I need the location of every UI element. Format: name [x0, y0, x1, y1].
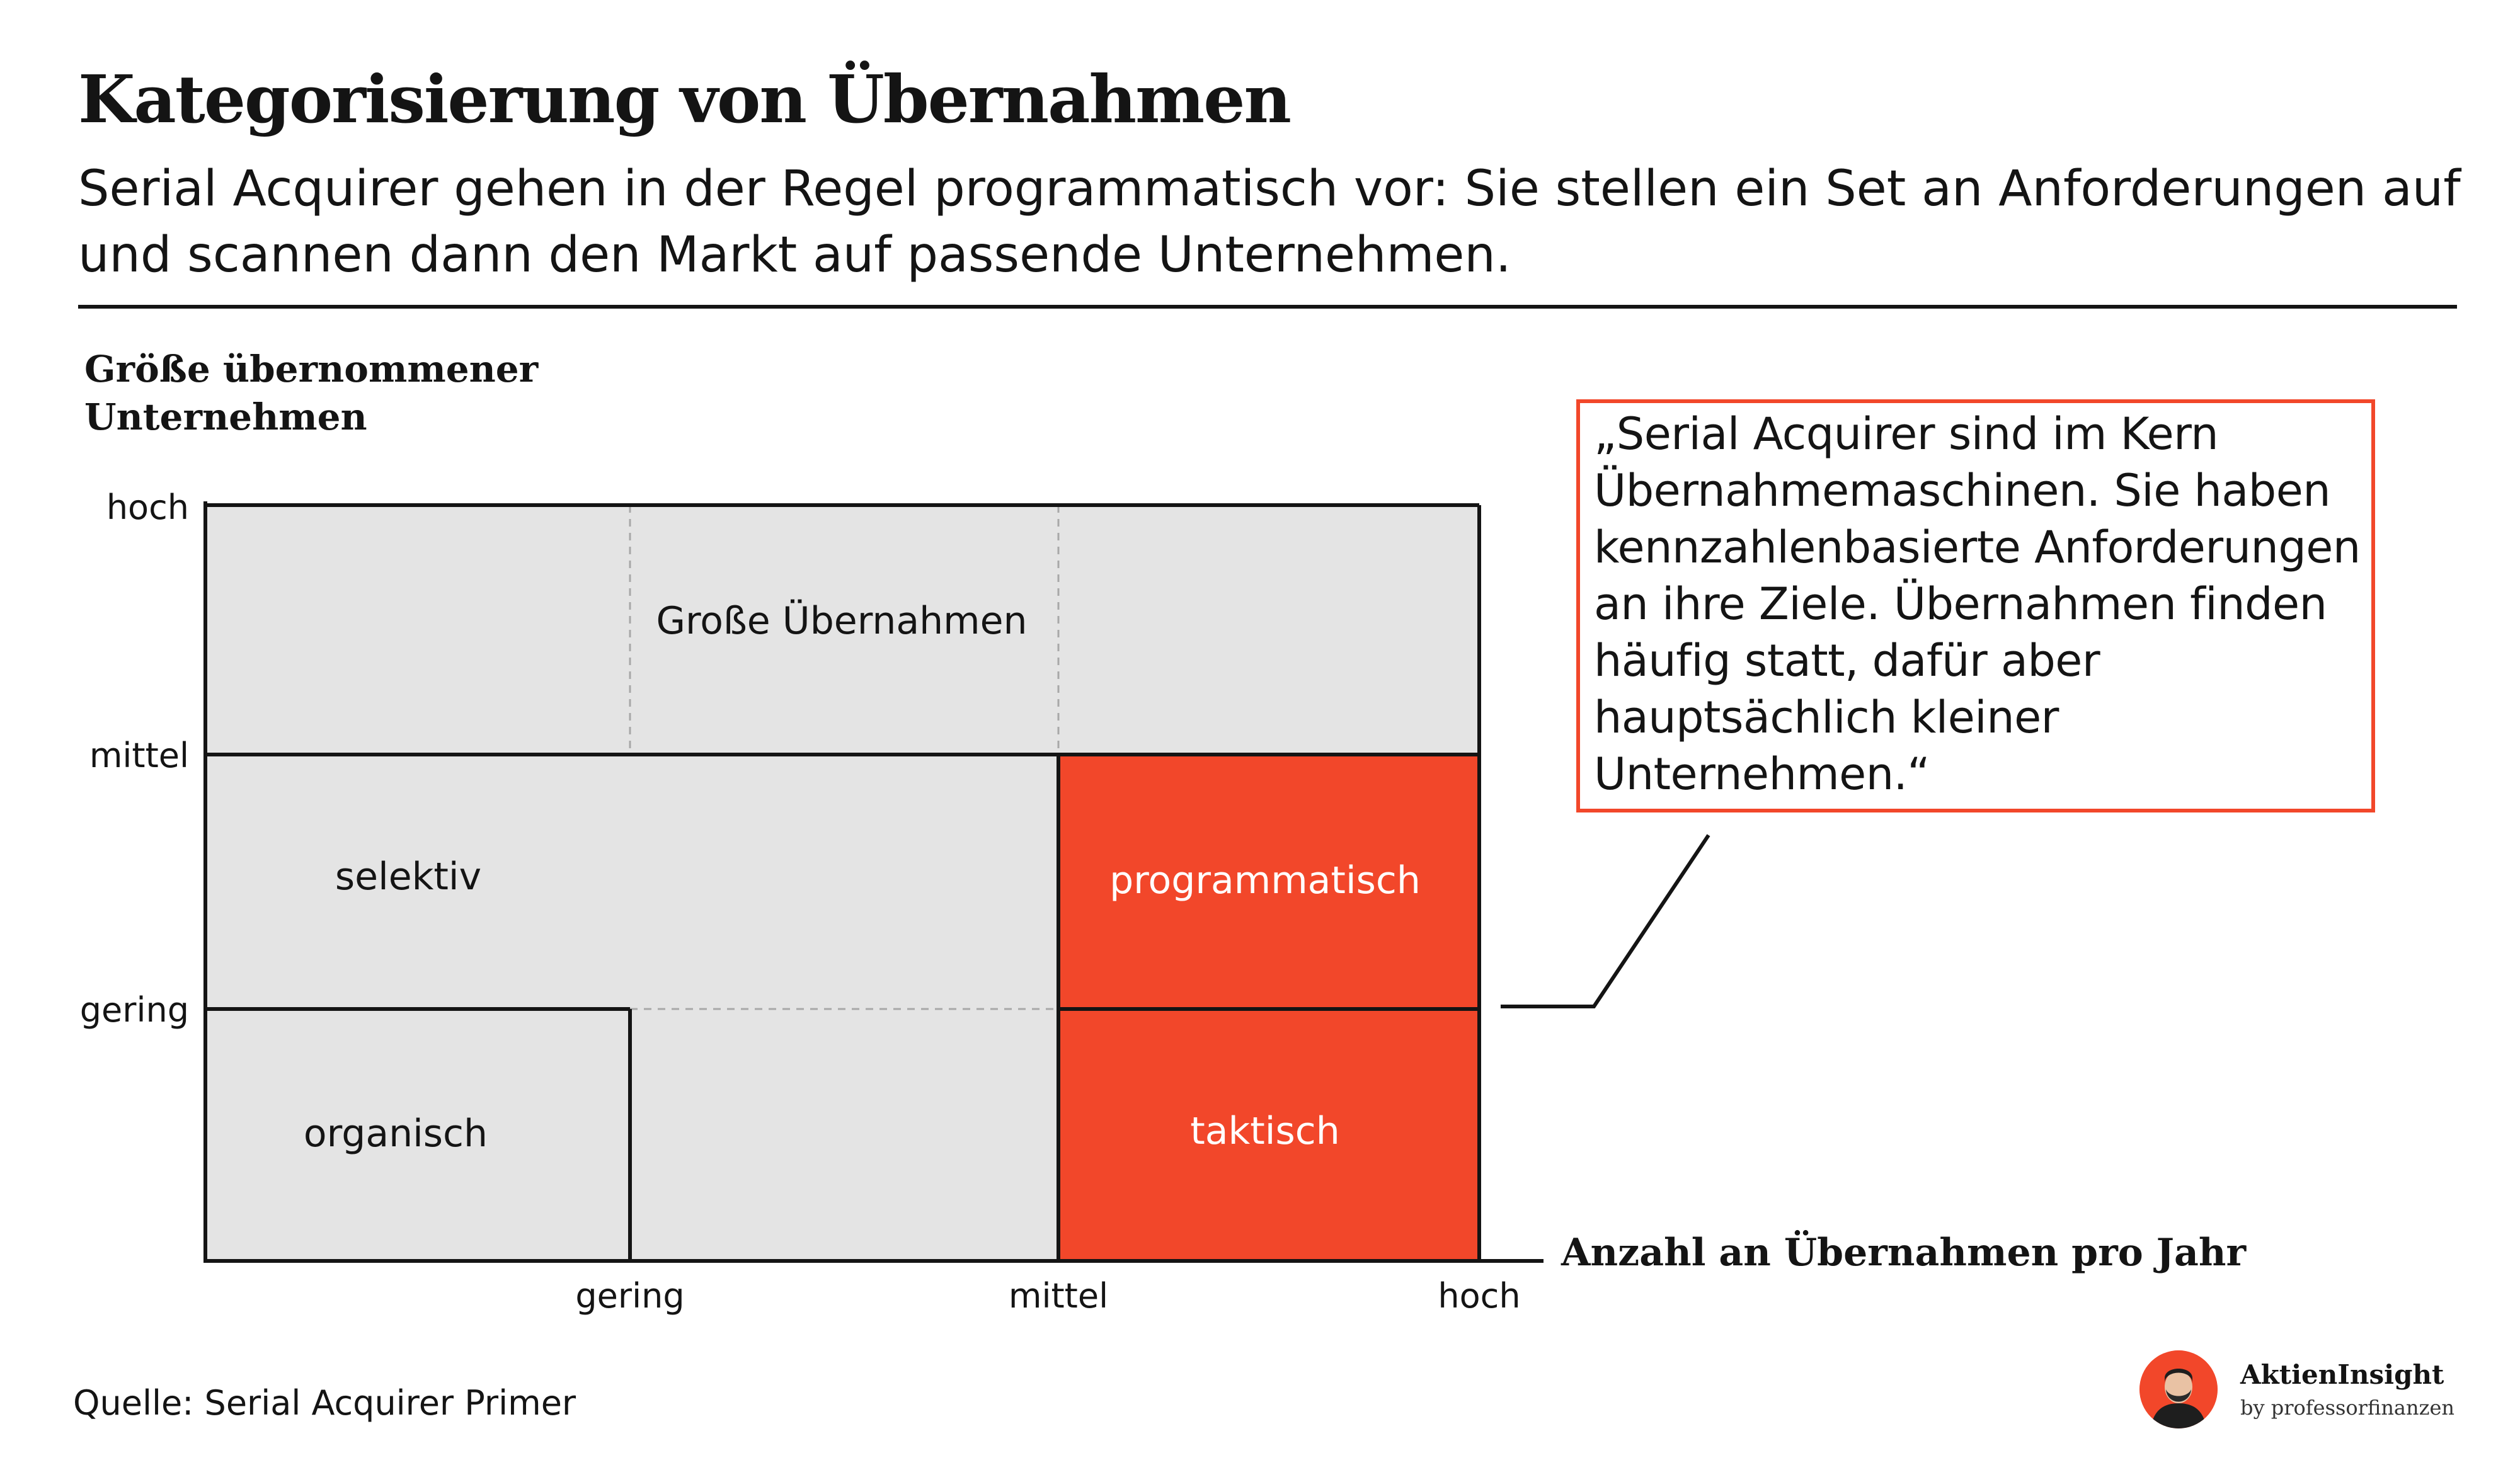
cell-label-taktisch: taktisch: [1190, 1109, 1340, 1153]
y-tick-gering: gering: [79, 990, 189, 1030]
y-tick-hoch: hoch: [106, 487, 189, 527]
page-title: Kategorisierung von Übernahmen: [78, 60, 1292, 138]
source-note: Quelle: Serial Acquirer Primer: [73, 1383, 576, 1423]
x-tick-gering: gering: [575, 1276, 685, 1316]
y-axis-title: Größe übernommener Unternehmen: [84, 348, 539, 438]
y-tick-mittel: mittel: [89, 736, 189, 775]
brand-logo: AktienInsight by professorfinanzen: [2139, 1350, 2492, 1439]
cell-label-selektiv: selektiv: [335, 855, 482, 899]
cell-programmatisch-fill: [1058, 755, 1479, 1009]
brand-byline: by professorfinanzen: [2240, 1396, 2455, 1420]
callout-quote: „Serial Acquirer sind im Kern Übernahmem…: [1594, 408, 2361, 800]
page-subtitle: Serial Acquirer gehen in der Regel progr…: [78, 161, 2461, 283]
cell-taktisch-fill: [1058, 1009, 1479, 1261]
callout-connector: [1501, 834, 1710, 1008]
cell-label-programmatisch: programmatisch: [1109, 858, 1421, 903]
x-tick-mittel: mittel: [1008, 1276, 1109, 1316]
header-divider: [78, 305, 2457, 309]
callout-box: [1576, 399, 2375, 812]
brand-name: AktienInsight: [2240, 1359, 2444, 1390]
x-axis-title: Anzahl an Übernahmen pro Jahr: [1561, 1231, 2247, 1275]
cell-label-grosse-uebernahmen: Große Übernahmen: [656, 599, 1028, 643]
x-tick-hoch: hoch: [1438, 1276, 1521, 1316]
person-avatar-icon: [2139, 1350, 2218, 1428]
cell-label-organisch: organisch: [303, 1112, 488, 1156]
